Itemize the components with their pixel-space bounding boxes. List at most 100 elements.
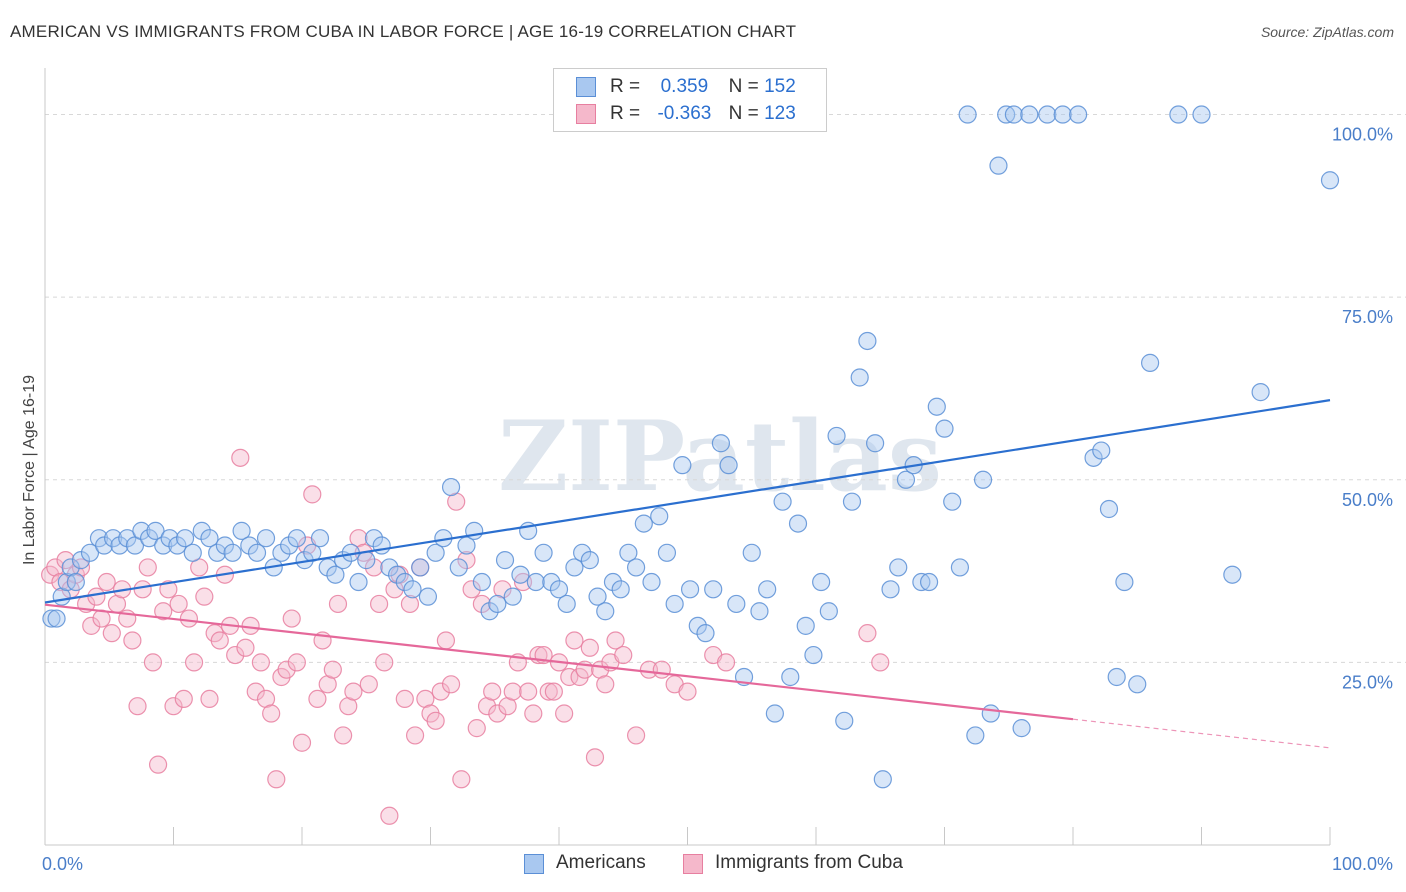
cuba-point-87 — [488, 704, 507, 723]
chart-source: Source: ZipAtlas.com — [1260, 24, 1394, 40]
cuba-point-43 — [262, 704, 281, 723]
americans-point-130 — [1038, 105, 1057, 124]
cuba-point-9 — [87, 587, 106, 606]
cuba-point-41 — [251, 653, 270, 672]
americans-point-105 — [835, 711, 854, 730]
americans-point-129 — [1020, 105, 1039, 124]
cuba-n-label: N = — [728, 103, 759, 124]
americans-point-28 — [240, 536, 259, 555]
americans-point-39 — [326, 565, 345, 584]
americans-point-19 — [168, 536, 187, 555]
cuba-point-12 — [102, 624, 121, 643]
americans-n-value: 152 — [764, 76, 796, 97]
cuba-point-65 — [375, 653, 394, 672]
x-tick-label-0: 0.0% — [42, 854, 83, 874]
americans-point-100 — [796, 616, 815, 635]
americans-point-80 — [642, 572, 661, 592]
americans-point-69 — [557, 594, 576, 614]
americans-point-116 — [919, 572, 939, 592]
americans-point-115 — [912, 572, 931, 592]
americans-point-42 — [349, 572, 368, 592]
cuba-point-44 — [267, 770, 286, 789]
cuba-point-33 — [210, 631, 229, 650]
americans-point-72 — [580, 551, 599, 570]
americans-point-23 — [200, 529, 219, 548]
americans-point-106 — [842, 492, 862, 511]
cuba-point-86 — [483, 682, 502, 701]
americans-point-66 — [534, 543, 553, 562]
americans-point-81 — [650, 507, 669, 526]
cuba-point-22 — [154, 602, 173, 621]
cuba-swatch — [576, 104, 596, 124]
cuba-point-108 — [596, 675, 615, 694]
americans-point-82 — [657, 543, 677, 562]
americans-point-143 — [1251, 383, 1270, 402]
cuba-point-105 — [580, 638, 599, 657]
y-tick-label-1: 50.0% — [1342, 490, 1393, 510]
americans-point-49 — [403, 580, 422, 599]
cuba-point-56 — [328, 594, 348, 614]
cuba-point-76 — [431, 682, 450, 701]
americans-point-70 — [565, 558, 584, 577]
americans-point-138 — [1128, 675, 1147, 694]
cuba-point-78 — [441, 675, 461, 694]
americans-point-127 — [1004, 105, 1023, 124]
americans-point-48 — [395, 572, 414, 592]
legend-cuba-swatch — [683, 854, 703, 874]
americans-point-58 — [472, 572, 491, 592]
cuba-point-93 — [519, 682, 538, 701]
cuba-point-71 — [405, 726, 425, 745]
americans-point-54 — [441, 477, 461, 497]
americans-point-102 — [812, 572, 831, 592]
cuba-point-70 — [400, 594, 420, 614]
cuba-point-51 — [303, 485, 322, 504]
cuba-point-101 — [560, 667, 579, 687]
americans-point-20 — [175, 529, 195, 548]
americans-point-34 — [287, 529, 306, 548]
americans-point-140 — [1169, 105, 1188, 124]
americans-point-29 — [247, 543, 267, 562]
americans-point-11 — [110, 536, 129, 555]
americans-point-98 — [781, 667, 800, 687]
cuba-point-28 — [184, 653, 204, 672]
cuba-point-40 — [246, 682, 265, 701]
americans-point-109 — [866, 434, 885, 453]
americans-point-135 — [1099, 499, 1119, 519]
cuba-point-63 — [364, 558, 384, 577]
cuba-n-value: 123 — [764, 103, 796, 124]
americans-point-50 — [411, 558, 430, 577]
americans-point-22 — [192, 521, 211, 540]
cuba-point-57 — [334, 726, 353, 745]
cuba-point-83 — [467, 719, 486, 738]
americans-point-32 — [272, 543, 291, 562]
americans-point-124 — [981, 704, 1000, 723]
americans-point-123 — [973, 470, 993, 489]
americans-point-134 — [1092, 441, 1111, 460]
cuba-point-75 — [426, 711, 445, 730]
cuba-r-value: -0.363 — [657, 103, 712, 124]
americans-point-111 — [881, 580, 900, 599]
americans-point-122 — [966, 726, 985, 745]
cuba-point-59 — [344, 682, 363, 701]
americans-point-137 — [1115, 572, 1134, 592]
americans-point-110 — [873, 770, 892, 789]
americans-point-52 — [426, 543, 445, 562]
americans-point-125 — [989, 156, 1008, 175]
cuba-point-16 — [123, 631, 142, 650]
americans-point-59 — [480, 602, 499, 621]
americans-point-83 — [665, 594, 684, 614]
americans-point-97 — [773, 492, 792, 511]
cuba-point-80 — [452, 770, 471, 789]
cuba-point-23 — [159, 580, 178, 599]
americans-point-84 — [673, 456, 692, 475]
americans-point-101 — [804, 645, 823, 665]
legend-americans-label: Americans — [556, 852, 646, 873]
americans-point-74 — [596, 602, 615, 621]
americans-point-24 — [208, 543, 227, 562]
cuba-point-66 — [380, 806, 399, 825]
americans-point-43 — [357, 551, 376, 570]
americans-point-108 — [858, 331, 877, 351]
cuba-point-20 — [143, 653, 163, 672]
watermark: ZIPatlas — [498, 400, 942, 513]
